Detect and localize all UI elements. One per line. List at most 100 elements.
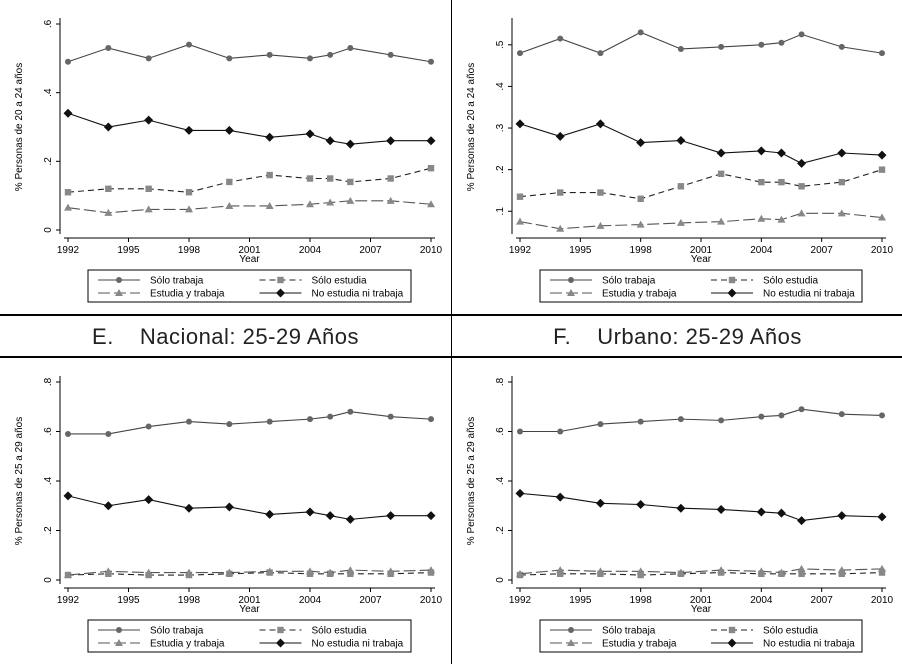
data-point [265, 132, 275, 142]
data-point [185, 189, 193, 196]
data-point [105, 185, 112, 192]
data-point [798, 31, 805, 38]
data-point [776, 508, 786, 518]
x-tick-label: 2004 [750, 595, 773, 606]
data-point [879, 50, 885, 57]
data-point [103, 501, 113, 511]
data-point [428, 58, 434, 65]
data-point [677, 45, 684, 52]
y-axis-title: % Personas de 25 a 29 años [466, 417, 477, 545]
data-point [326, 198, 335, 206]
legend-item: No estudia ni trabaja [259, 638, 404, 650]
data-point [427, 566, 435, 574]
data-point [225, 201, 234, 209]
y-tick-label: .5 [495, 40, 506, 49]
legend-swatch-marker [276, 638, 285, 648]
section-heading-e: E. Nacional: 25-29 Años [0, 318, 451, 356]
legend-swatch-marker [115, 639, 123, 646]
data-point [306, 175, 314, 182]
data-point [63, 108, 73, 118]
data-point [265, 201, 274, 209]
data-point [556, 224, 565, 232]
data-point [716, 148, 726, 158]
data-point [758, 413, 765, 420]
data-point [386, 196, 395, 204]
legend: Sólo trabaja Sólo estudia Estudia y trabaj… [87, 269, 412, 303]
data-point [676, 503, 686, 513]
legend-swatch-marker [277, 626, 284, 634]
x-tick-label: 1995 [117, 245, 140, 256]
data-point [65, 58, 71, 65]
data-point [676, 568, 685, 576]
data-point [515, 488, 525, 498]
legend-item: No estudia ni trabaja [259, 288, 404, 300]
legend-item: Sólo estudia [711, 626, 818, 637]
series-line [67, 495, 431, 520]
data-point [347, 570, 354, 578]
data-point [718, 43, 725, 50]
legend-label: Sólo estudia [763, 276, 818, 287]
data-point [64, 189, 72, 196]
data-point [636, 567, 645, 575]
series-circle [517, 406, 885, 435]
data-point [717, 170, 725, 178]
section-title: Nacional: 25-29 Años [139, 324, 359, 349]
data-point [184, 125, 194, 135]
series-line [68, 411, 432, 435]
data-point [557, 570, 564, 578]
data-point [877, 150, 887, 160]
data-point [186, 418, 192, 425]
y-axis-title: % Personas de 25 a 29 años [14, 417, 25, 545]
y-axis-title: % Personas de 20 a 24 años [14, 63, 25, 191]
series-line [67, 44, 432, 63]
legend-item: Estudia y trabaja [550, 289, 677, 300]
y-tick-label: .6 [43, 427, 54, 436]
data-point [325, 136, 335, 146]
data-point [186, 41, 192, 48]
legend-swatch-marker [727, 638, 737, 648]
legend-swatch-marker [116, 627, 122, 633]
legend-box [539, 619, 863, 653]
data-point [557, 189, 564, 196]
x-tick-label: 1992 [509, 595, 532, 606]
legend-item: Estudia y trabaja [98, 289, 225, 300]
chart-svg: 0 .2 .4 .6 .8 % Personas de 25 a 29 años 1992 1… [14, 376, 443, 653]
x-axis-title: Year [691, 254, 712, 265]
x-tick-label: 2004 [299, 245, 322, 256]
data-point [516, 193, 524, 200]
data-point [426, 136, 436, 146]
data-point [326, 175, 334, 182]
data-point [226, 178, 233, 186]
series-triangle [516, 564, 886, 577]
data-point [224, 502, 234, 512]
y-tick-label: .2 [495, 165, 506, 174]
y-tick-label: .6 [495, 427, 506, 436]
legend-swatch-marker [728, 276, 736, 284]
data-point [637, 571, 644, 579]
x-tick-label: 2001 [238, 595, 261, 606]
x-tick-label: 2004 [299, 595, 322, 606]
data-point [225, 568, 234, 576]
legend-item: Sólo trabaja [550, 626, 656, 637]
data-point [386, 511, 396, 521]
series-circle [65, 41, 434, 65]
legend-swatch-marker [567, 289, 575, 296]
data-point [778, 39, 785, 46]
x-axis-title: Year [239, 254, 260, 265]
data-point [877, 512, 887, 522]
data-point [345, 139, 355, 149]
data-point [555, 492, 565, 502]
section-heading-f: F. Urbano: 25-29 Años [452, 318, 902, 356]
legend-swatch-marker [116, 277, 122, 283]
legend-swatch-marker [115, 289, 123, 296]
data-point [556, 566, 565, 574]
data-point [838, 411, 845, 418]
data-point [637, 195, 644, 202]
data-point [265, 567, 274, 575]
legend-swatch-marker [277, 276, 284, 284]
data-point [797, 516, 807, 526]
legend-label: No estudia ni trabaja [312, 289, 404, 300]
series-triangle [64, 566, 435, 579]
data-point [837, 511, 847, 521]
